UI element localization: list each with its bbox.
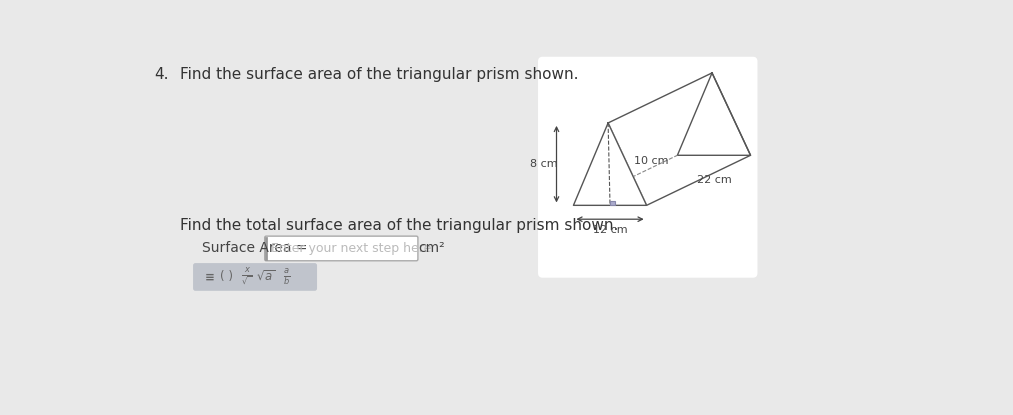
FancyBboxPatch shape <box>264 236 418 261</box>
Polygon shape <box>608 73 751 205</box>
Text: 22 cm: 22 cm <box>697 175 731 186</box>
Polygon shape <box>678 73 751 155</box>
Text: Surface Area =: Surface Area = <box>203 242 308 256</box>
Bar <box>610 201 615 205</box>
Text: cm²: cm² <box>418 242 446 256</box>
Text: 12 cm: 12 cm <box>593 225 627 235</box>
Text: Find the total surface area of the triangular prism shown.: Find the total surface area of the trian… <box>180 217 618 233</box>
Text: Find the surface area of the triangular prism shown.: Find the surface area of the triangular … <box>180 67 578 82</box>
Text: 10 cm: 10 cm <box>633 156 668 166</box>
FancyBboxPatch shape <box>538 57 758 278</box>
Text: $\frac{a}{b}$: $\frac{a}{b}$ <box>283 267 290 287</box>
Polygon shape <box>573 123 646 205</box>
Text: ( ): ( ) <box>221 271 233 283</box>
Text: 4.: 4. <box>154 67 168 82</box>
FancyBboxPatch shape <box>193 263 317 291</box>
Text: 8 cm: 8 cm <box>531 159 558 169</box>
Text: Enter your next step here: Enter your next step here <box>270 242 432 255</box>
Text: $\sqrt{a}$: $\sqrt{a}$ <box>256 270 276 284</box>
Text: $\mathbf{\equiv}$: $\mathbf{\equiv}$ <box>202 271 215 283</box>
Text: $\frac{x}{\sqrt{\ }}$: $\frac{x}{\sqrt{\ }}$ <box>241 267 253 287</box>
